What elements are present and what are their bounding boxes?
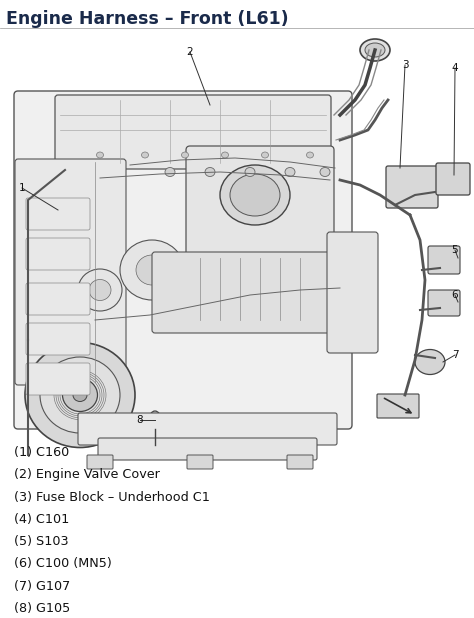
FancyBboxPatch shape [152, 252, 343, 333]
Ellipse shape [230, 174, 280, 216]
Text: 8: 8 [137, 415, 143, 425]
Bar [0, 29, 474, 459]
FancyBboxPatch shape [78, 413, 337, 445]
FancyBboxPatch shape [26, 363, 90, 395]
FancyBboxPatch shape [327, 232, 378, 353]
Text: 3: 3 [401, 60, 408, 70]
FancyBboxPatch shape [186, 146, 334, 264]
FancyBboxPatch shape [15, 159, 126, 385]
Ellipse shape [221, 152, 228, 158]
FancyBboxPatch shape [14, 91, 352, 429]
Text: 5: 5 [452, 245, 458, 255]
Ellipse shape [40, 357, 120, 433]
FancyBboxPatch shape [87, 455, 113, 469]
Ellipse shape [205, 167, 215, 177]
Text: Engine Harness – Front (L61): Engine Harness – Front (L61) [6, 10, 289, 28]
Text: (5) S103: (5) S103 [14, 535, 69, 548]
FancyBboxPatch shape [98, 438, 317, 460]
Ellipse shape [136, 255, 168, 285]
FancyBboxPatch shape [26, 198, 90, 230]
FancyBboxPatch shape [287, 455, 313, 469]
Ellipse shape [365, 43, 385, 57]
Ellipse shape [97, 152, 103, 158]
FancyBboxPatch shape [26, 238, 90, 270]
Ellipse shape [78, 269, 122, 311]
Ellipse shape [360, 39, 390, 61]
FancyBboxPatch shape [377, 394, 419, 418]
FancyBboxPatch shape [26, 283, 90, 315]
Ellipse shape [320, 167, 330, 177]
Ellipse shape [220, 165, 290, 225]
Ellipse shape [307, 152, 313, 158]
Text: (8) G105: (8) G105 [14, 602, 71, 615]
Ellipse shape [89, 279, 111, 300]
Text: 1: 1 [18, 183, 25, 193]
FancyBboxPatch shape [436, 163, 470, 195]
FancyBboxPatch shape [26, 323, 90, 355]
Ellipse shape [120, 240, 184, 300]
Ellipse shape [142, 152, 148, 158]
Text: (7) G107: (7) G107 [14, 580, 71, 593]
Text: 4: 4 [452, 63, 458, 73]
Ellipse shape [182, 152, 189, 158]
Ellipse shape [245, 167, 255, 177]
FancyBboxPatch shape [386, 166, 438, 208]
FancyBboxPatch shape [428, 246, 460, 274]
FancyBboxPatch shape [428, 290, 460, 316]
Ellipse shape [262, 152, 268, 158]
Text: (6) C100 (MN5): (6) C100 (MN5) [14, 557, 112, 570]
Text: (4) C101: (4) C101 [14, 513, 70, 526]
Text: 6: 6 [452, 290, 458, 300]
Ellipse shape [63, 378, 98, 412]
Text: 2: 2 [187, 47, 193, 57]
Ellipse shape [25, 342, 135, 447]
Ellipse shape [73, 389, 87, 402]
Text: (1) C160: (1) C160 [14, 446, 70, 459]
Ellipse shape [165, 167, 175, 177]
Ellipse shape [415, 350, 445, 375]
Ellipse shape [149, 411, 161, 429]
Text: (2) Engine Valve Cover: (2) Engine Valve Cover [14, 468, 160, 481]
FancyBboxPatch shape [55, 95, 331, 169]
Ellipse shape [285, 167, 295, 177]
FancyBboxPatch shape [187, 455, 213, 469]
Text: 7: 7 [452, 350, 458, 360]
Text: (3) Fuse Block – Underhood C1: (3) Fuse Block – Underhood C1 [14, 491, 210, 504]
